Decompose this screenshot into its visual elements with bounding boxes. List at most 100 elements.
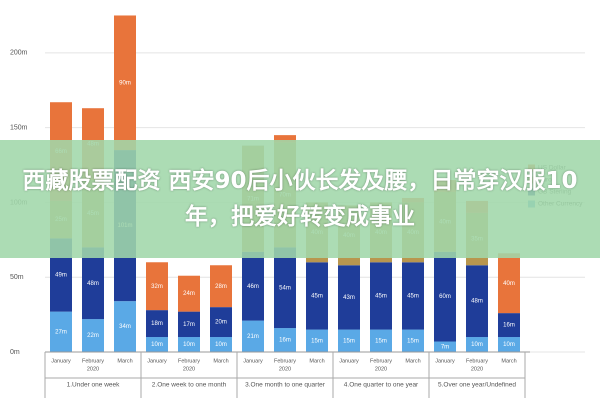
data-label: 60m: [439, 294, 451, 300]
banner: 西藏股票配资 西安90后小伙长发及腰，日常穿汉服10年，把爱好转变成事业: [0, 140, 600, 258]
x-tick-label: March: [501, 358, 516, 364]
data-label: 45m: [407, 293, 419, 299]
group-label: 5.Over one year/Undefined: [438, 382, 516, 389]
group-label: 4.One quarter to one year: [344, 382, 419, 389]
x-tick-label: January: [147, 358, 167, 364]
data-label: 28m: [215, 284, 227, 290]
year-label: 2020: [471, 366, 483, 372]
data-label: 10m: [183, 342, 195, 348]
x-tick-label: February: [466, 358, 488, 364]
x-tick-label: January: [435, 358, 455, 364]
bar-segment: [434, 251, 456, 342]
y-tick-label: 150m: [10, 124, 28, 131]
data-label: 48m: [87, 281, 99, 287]
data-label: 54m: [279, 285, 291, 291]
bar-segment: [338, 265, 360, 330]
data-label: 15m: [311, 338, 323, 344]
bar-segment: [306, 262, 328, 330]
y-tick-label: 200m: [10, 50, 28, 57]
bar-segment: [82, 247, 104, 320]
bar-segment: [210, 265, 232, 308]
bar-segment: [146, 262, 168, 311]
x-tick-label: January: [339, 358, 359, 364]
data-label: 32m: [151, 284, 163, 290]
data-label: 10m: [471, 342, 483, 348]
data-label: 48m: [471, 299, 483, 305]
y-tick-label: 0m: [10, 349, 20, 356]
data-label: 16m: [503, 323, 515, 329]
bar-segment: [274, 135, 296, 143]
bar-segment: [434, 341, 456, 352]
data-label: 22m: [87, 333, 99, 339]
bar-segment: [82, 319, 104, 352]
bar-segment: [114, 301, 136, 352]
data-label: 21m: [247, 334, 259, 340]
data-label: 43m: [343, 295, 355, 301]
data-label: 24m: [183, 291, 195, 297]
bar-segment: [146, 337, 168, 352]
x-tick-label: March: [309, 358, 324, 364]
x-tick-label: March: [117, 358, 132, 364]
year-label: 2020: [87, 366, 99, 372]
data-label: 7m: [441, 344, 449, 350]
data-label: 49m: [55, 273, 67, 279]
data-label: 10m: [215, 342, 227, 348]
group-label: 3.One month to one quarter: [245, 382, 326, 389]
data-label: 10m: [151, 342, 163, 348]
bar-segment: [274, 247, 296, 329]
year-label: 2020: [279, 366, 291, 372]
bar-segment: [402, 329, 424, 352]
data-label: 27m: [55, 329, 67, 335]
bar-segment: [50, 311, 72, 352]
year-label: 2020: [183, 366, 195, 372]
data-label: 34m: [119, 324, 131, 330]
y-tick-label: 50m: [10, 274, 24, 281]
data-label: 15m: [407, 338, 419, 344]
banner-text: 西藏股票配资 西安90后小伙长发及腰，日常穿汉服10年，把爱好转变成事业: [22, 168, 578, 230]
data-label: 10m: [503, 342, 515, 348]
data-label: 20m: [215, 320, 227, 326]
x-tick-label: January: [243, 358, 263, 364]
year-label: 2020: [375, 366, 387, 372]
bar-segment: [306, 329, 328, 352]
data-label: 18m: [151, 321, 163, 327]
bar-segment: [338, 329, 360, 352]
data-label: 45m: [311, 293, 323, 299]
bar-segment: [370, 329, 392, 352]
bar-segment: [466, 265, 488, 338]
x-tick-label: January: [51, 358, 71, 364]
data-label: 90m: [119, 80, 131, 86]
bar-segment: [498, 313, 520, 338]
data-label: 15m: [343, 338, 355, 344]
data-label: 16m: [279, 338, 291, 344]
bar-segment: [210, 337, 232, 352]
x-tick-label: February: [370, 358, 392, 364]
bar-segment: [242, 251, 264, 321]
bar-segment: [370, 262, 392, 330]
group-label: 2.One week to one month: [152, 382, 227, 389]
bar-segment: [178, 275, 200, 312]
x-tick-label: February: [274, 358, 296, 364]
group-label: 1.Under one week: [67, 382, 121, 389]
x-tick-label: February: [178, 358, 200, 364]
x-tick-label: March: [213, 358, 228, 364]
x-tick-label: March: [405, 358, 420, 364]
data-label: 40m: [503, 281, 515, 287]
bar-segment: [210, 307, 232, 338]
bar-segment: [402, 262, 424, 330]
bar-segment: [466, 337, 488, 352]
data-label: 46m: [247, 284, 259, 290]
bar-segment: [178, 337, 200, 352]
bar-segment: [498, 337, 520, 352]
data-label: 15m: [375, 338, 387, 344]
bar-segment: [114, 15, 136, 151]
bar-segment: [178, 311, 200, 338]
data-label: 17m: [183, 322, 195, 328]
bar-segment: [498, 253, 520, 314]
data-label: 45m: [375, 293, 387, 299]
bar-segment: [242, 320, 264, 352]
bar-segment: [274, 328, 296, 352]
x-tick-label: February: [82, 358, 104, 364]
bar-segment: [146, 310, 168, 338]
